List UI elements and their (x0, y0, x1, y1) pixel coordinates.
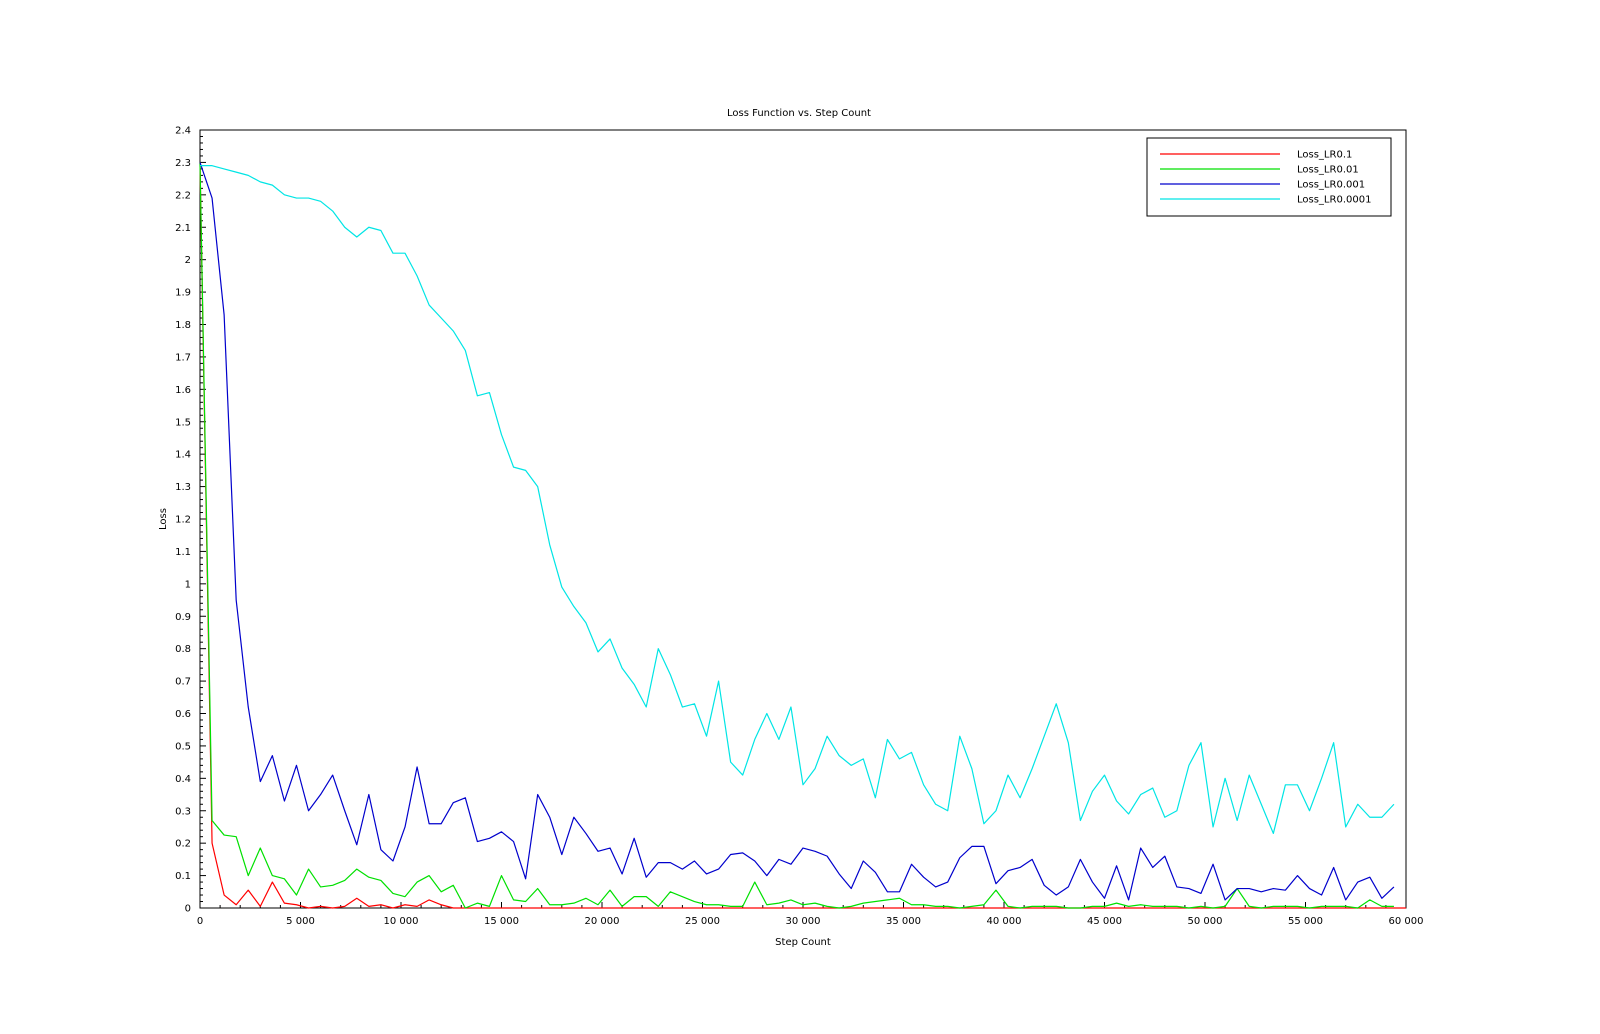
y-tick-label: 0.2 (175, 839, 191, 850)
y-tick-label: 0 (185, 904, 191, 915)
y-tick-label: 1.8 (175, 320, 191, 331)
x-axis-ticks: 0 5 000 10 000 15 000 20 000 25 000 30 000 35 0… (197, 902, 1424, 927)
y-tick-label: 1.1 (175, 547, 191, 558)
y-tick-label: 2.4 (175, 126, 191, 137)
series-line-2 (199, 162, 1394, 909)
x-tick-label: 15 000 (484, 916, 519, 927)
plot-area (199, 129, 1407, 909)
y-tick-label: 0.1 (175, 871, 191, 882)
series-lines (199, 162, 1406, 909)
legend-label-3: Loss_LR0.001 (1297, 180, 1365, 191)
series-line-1 (199, 162, 1406, 909)
y-tick-label: 2.1 (175, 223, 191, 234)
legend-label-4: Loss_LR0.0001 (1297, 195, 1371, 206)
chart-title: Loss Function vs. Step Count (727, 108, 871, 119)
y-tick-label: 1.7 (175, 352, 191, 363)
x-tick-label: 20 000 (585, 916, 620, 927)
y-tick-label: 2.3 (175, 158, 191, 169)
y-tick-label: 1.9 (175, 288, 191, 299)
y-tick-label: 0.8 (175, 644, 191, 655)
y-tick-label: 2 (185, 255, 191, 266)
y-tick-label: 0.7 (175, 677, 191, 688)
x-tick-label: 10 000 (384, 916, 419, 927)
y-tick-label: 1.3 (175, 482, 191, 493)
x-tick-label: 30 000 (786, 916, 821, 927)
x-tick-label: 35 000 (886, 916, 921, 927)
legend: Loss_LR0.1 Loss_LR0.01 Loss_LR0.001 Loss_LR… (1146, 137, 1392, 217)
x-tick-label: 60 000 (1389, 916, 1424, 927)
y-tick-label: 0.3 (175, 806, 191, 817)
y-tick-label: 1 (185, 579, 191, 590)
y-axis-label: Loss (158, 508, 169, 530)
y-tick-label: 0.9 (175, 612, 191, 623)
legend-label-2: Loss_LR0.01 (1297, 165, 1359, 176)
y-tick-label: 0.6 (175, 709, 191, 720)
y-tick-label: 0.4 (175, 774, 191, 785)
x-tick-label: 40 000 (987, 916, 1022, 927)
y-tick-label: 1.2 (175, 515, 191, 526)
legend-label-1: Loss_LR0.1 (1297, 150, 1352, 161)
series-line-3 (199, 162, 1395, 901)
x-tick-label: 5 000 (286, 916, 315, 927)
x-tick-label: 0 (197, 916, 203, 927)
y-tick-label: 1.5 (175, 417, 191, 428)
y-tick-label: 1.4 (175, 450, 191, 461)
series-line-4 (200, 165, 1395, 835)
x-tick-label: 55 000 (1288, 916, 1323, 927)
x-tick-label: 25 000 (685, 916, 720, 927)
y-tick-label: 1.6 (175, 385, 191, 396)
x-tick-label: 45 000 (1087, 916, 1122, 927)
y-tick-label: 0.5 (175, 741, 191, 752)
legend-box (1146, 137, 1392, 217)
y-tick-label: 2.2 (175, 190, 191, 201)
x-axis-label: Step Count (775, 937, 831, 948)
y-axis-ticks: 0 0.1 0.2 0.3 0.4 0.5 0.6 0.7 0.8 0.9 1 1.1 1.2 1.3 1.… (175, 126, 206, 915)
x-tick-label: 50 000 (1188, 916, 1223, 927)
